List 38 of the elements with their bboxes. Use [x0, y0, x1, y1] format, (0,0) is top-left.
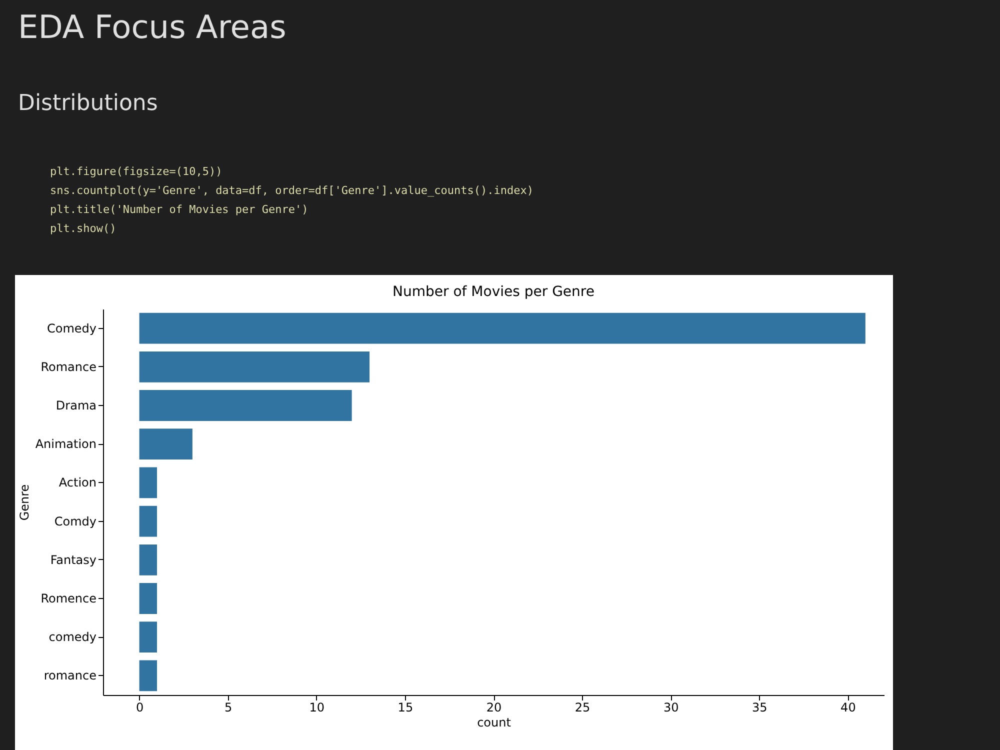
bar [139, 312, 866, 344]
y-tick-label: Animation [35, 437, 96, 452]
bar [139, 583, 158, 614]
y-tick-label: Comedy [46, 321, 96, 336]
x-tick-label: 30 [663, 700, 679, 714]
text: EDA Focus Areas [18, 8, 286, 46]
bar [139, 506, 158, 537]
text: plt.title('Number of Movies per Genre') [50, 203, 308, 216]
y-tick-label: Romence [40, 592, 96, 606]
x-axis-title: count [477, 716, 512, 730]
text: Distributions [18, 91, 158, 116]
bar [139, 544, 158, 576]
bar [139, 428, 192, 460]
y-tick-label: Fantasy [50, 552, 96, 567]
x-tick-label: 35 [752, 700, 768, 714]
y-tick-label: Action [58, 476, 96, 490]
x-tick-label: 15 [398, 700, 414, 714]
y-tick-label: comedy [48, 630, 96, 644]
y-tick-label: Drama [56, 398, 96, 412]
x-tick-label: 20 [486, 700, 502, 714]
bar [139, 660, 158, 692]
y-axis-title: Genre [17, 484, 32, 521]
x-tick-label: 40 [840, 700, 856, 714]
bar [139, 390, 352, 421]
text: sns.countplot(y='Genre', data=df, order=df['Genre'].value_counts().index) [50, 184, 534, 197]
x-tick-label: 25 [574, 700, 590, 714]
text: plt.figure(figsize=(10,5)) [50, 165, 222, 178]
chart-title: Number of Movies per Genre [392, 284, 594, 300]
y-tick-label: Comdy [54, 514, 96, 528]
x-tick-label: 0 [136, 700, 144, 714]
y-tick-label: Romance [40, 360, 96, 374]
bar [139, 622, 158, 653]
x-tick-label: 10 [309, 700, 325, 714]
y-tick-label: romance [44, 668, 96, 683]
text: plt.show() [50, 222, 116, 235]
x-tick-label: 5 [224, 700, 232, 714]
bar [139, 351, 370, 382]
bar [139, 467, 158, 498]
